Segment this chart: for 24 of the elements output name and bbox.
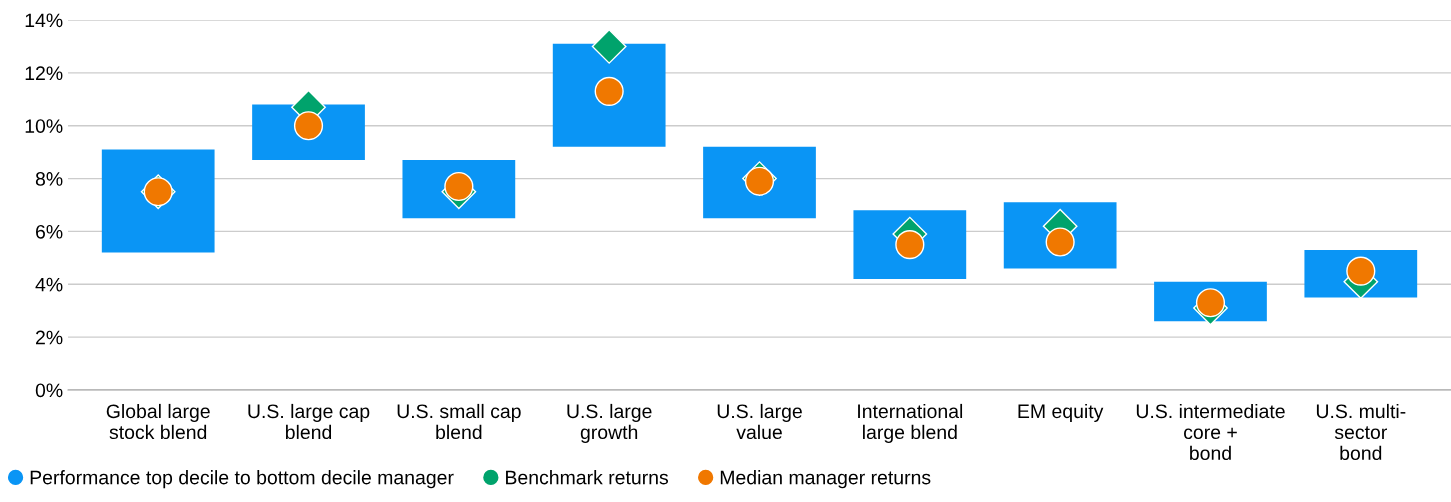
y-tick-label: 14% <box>25 13 63 28</box>
x-tick-label: U.S. multi- sector bond <box>1316 403 1406 461</box>
legend-label: Benchmark returns <box>506 470 669 485</box>
y-tick-label: 0% <box>35 383 63 398</box>
x-tick-label: EM equity <box>1018 403 1104 423</box>
x-tick-label: U.S. large growth <box>567 403 652 443</box>
y-tick-label: 2% <box>36 330 63 345</box>
y-tick-label: 4% <box>35 277 63 292</box>
bar <box>703 146 816 219</box>
x-tick-label: Global large stock blend <box>106 403 210 440</box>
bar <box>101 149 215 253</box>
legend-label: Performance top decile to bottom decile manager <box>30 470 454 489</box>
y-tick-label: 12% <box>25 66 63 81</box>
x-tick-label: U.S. large value <box>717 403 802 440</box>
x-tick-label: International large blend <box>858 403 963 443</box>
y-tick-label: 6% <box>36 224 63 239</box>
point <box>591 29 627 64</box>
legend-label: Median manager returns <box>720 470 931 489</box>
x-tick-label: U.S. intermediate core + bond <box>1136 403 1285 461</box>
bar <box>552 43 666 147</box>
x-tick-label: U.S. small cap blend <box>397 403 521 440</box>
x-tick-label: U.S. large cap blend <box>248 403 370 440</box>
y-tick-label: 8% <box>35 172 63 186</box>
y-tick-label: 10% <box>25 119 63 133</box>
